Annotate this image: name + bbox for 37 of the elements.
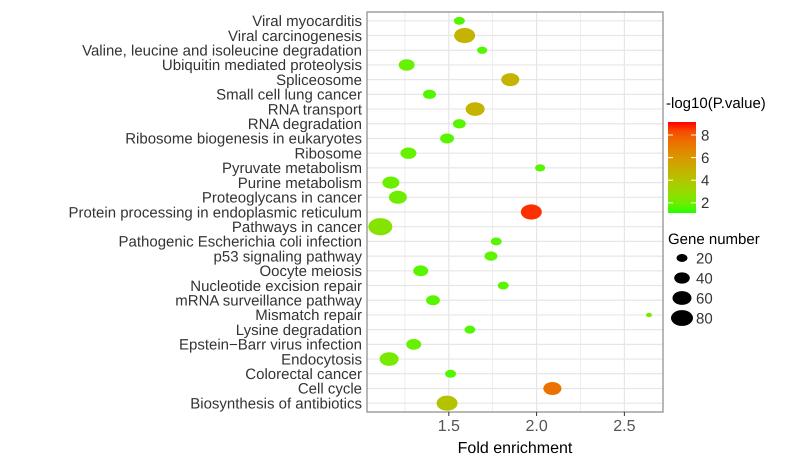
- legend-label: 20: [696, 250, 713, 268]
- legend-label: 80: [696, 310, 713, 328]
- legend-label: 40: [696, 270, 713, 288]
- y-tick-label: Colorectal cancer: [245, 366, 362, 384]
- y-tick-label: Nucleotide excision repair: [190, 278, 362, 295]
- y-tick-label: Endocytosis: [281, 351, 362, 368]
- y-tick-label: Ubiquitin mediated proteolysis: [162, 57, 362, 74]
- legend-label: 60: [696, 290, 713, 308]
- y-tick-label: Cell cycle: [298, 380, 362, 398]
- y-tick-label: RNA transport: [268, 101, 363, 118]
- y-tick-label: Pyruvate metabolism: [222, 160, 362, 178]
- x-tick-label: 2.0: [525, 418, 548, 435]
- color-bar-label: 6: [701, 150, 710, 167]
- y-tick-label: Proteoglycans in cancer: [202, 190, 362, 207]
- legend-title: Gene number: [668, 231, 760, 248]
- y-tick-label: mRNA surveillance pathway: [175, 292, 362, 310]
- color-bar-label: 4: [701, 172, 710, 190]
- y-tick-label: Pathways in cancer: [232, 218, 362, 236]
- y-tick-label: p53 signaling pathway: [214, 248, 362, 266]
- x-tick-label: 2.5: [613, 418, 636, 435]
- x-axis-title: Fold enrichment: [458, 440, 573, 457]
- color-bar-label: 2: [701, 195, 710, 212]
- y-tick-label: Pathogenic Escherichia coli infection: [118, 234, 362, 251]
- y-tick-label: Viral carcinogenesis: [228, 28, 362, 45]
- color-bar-title: -log10(P.value): [666, 95, 766, 112]
- y-tick-label: Epstein−Barr virus infection: [178, 336, 362, 354]
- y-tick-label: Viral myocarditis: [252, 13, 362, 30]
- color-bar-label: 8: [701, 127, 710, 144]
- y-tick-label: Lysine degradation: [236, 322, 362, 339]
- y-tick-label: Protein processing in endoplasmic reticulum: [68, 204, 362, 222]
- y-tick-label: Small cell lung cancer: [216, 86, 362, 104]
- y-tick-label: Ribosome biogenesis in eukaryotes: [125, 130, 362, 148]
- y-tick-label: Biosynthesis of antibiotics: [190, 395, 362, 412]
- y-tick-label: RNA degradation: [248, 116, 362, 134]
- y-tick-label: Purine metabolism: [238, 174, 362, 192]
- y-tick-label: Ribosome: [294, 145, 362, 162]
- x-tick-label: 1.5: [438, 418, 460, 435]
